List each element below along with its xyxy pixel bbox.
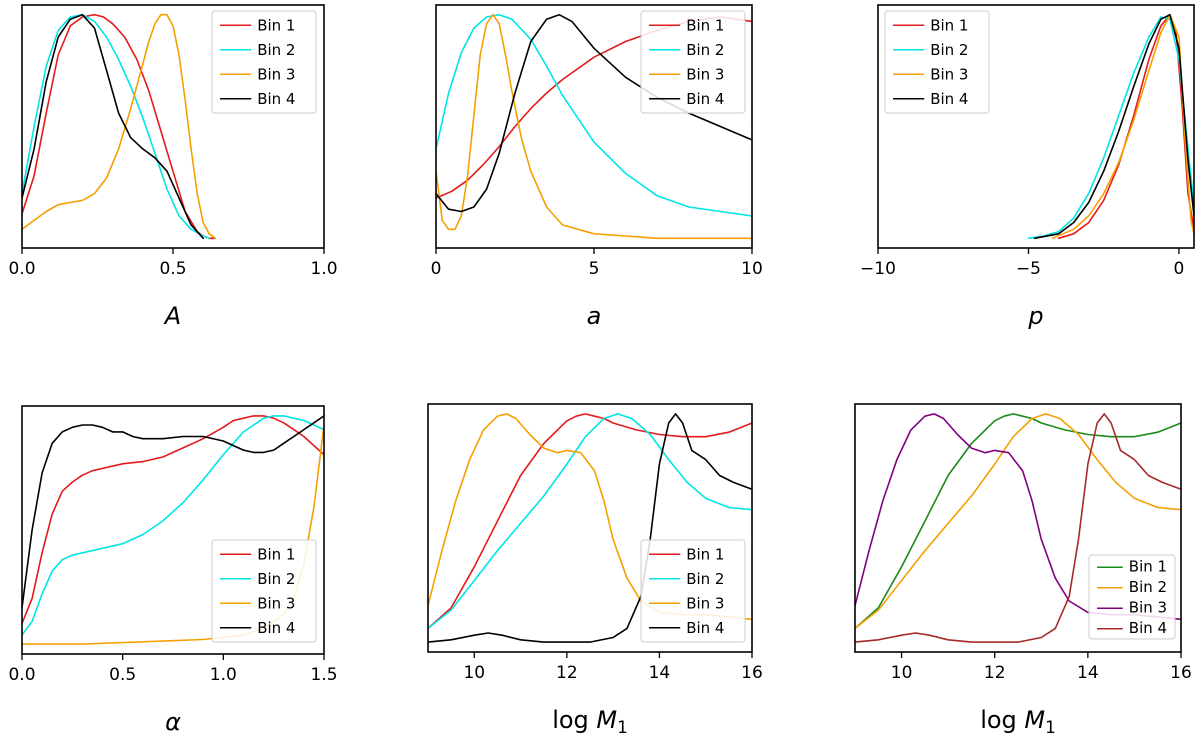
x-tick-label: 1.5	[310, 665, 337, 685]
legend-box	[884, 10, 990, 114]
chart-panel-A: 0.0 0.5 1.0 A Bin 1 Bin 2 Bin 3 Bin 4	[8, 4, 338, 330]
x-tick-label: 14	[1077, 663, 1099, 683]
legend-box	[640, 539, 746, 643]
series-line-bin-4	[22, 415, 324, 609]
x-tick-label: 14	[649, 663, 671, 683]
axes-frame	[21, 405, 325, 655]
legend-label: Bin 4	[930, 90, 968, 108]
series-group	[1027, 13, 1194, 240]
axes-frame	[427, 403, 753, 653]
legend-label: Bin 4	[686, 619, 724, 637]
legend-label: Bin 4	[257, 90, 295, 108]
x-tick-label: 12	[556, 663, 578, 683]
legend-label: Bin 3	[257, 595, 295, 613]
legend-box	[1088, 554, 1176, 640]
legend-label: Bin 1	[257, 17, 295, 35]
legend-label: Bin 3	[930, 66, 968, 84]
axes-frame	[854, 403, 1182, 653]
series-line-bin-4	[428, 413, 752, 643]
series-line-bin-2	[428, 413, 752, 630]
legend-label: Bin 2	[257, 570, 295, 588]
x-tick-label: 0.0	[8, 259, 35, 279]
legend-label: Bin 3	[257, 66, 295, 84]
series-group	[22, 13, 217, 240]
x-tick-label: −10	[860, 259, 896, 279]
chart-panel-a: 0 5 10 a Bin 1 Bin 2 Bin 3 Bin 4	[431, 4, 763, 330]
legend-label: Bin 1	[257, 546, 295, 564]
chart-panel-alpha: 0.0 0.5 1.0 1.5 α Bin 1 Bin 2 Bin 3 Bin 4	[8, 405, 338, 736]
legend-box	[211, 539, 317, 643]
legend-label: Bin 4	[686, 90, 724, 108]
x-axis-label: p	[1027, 302, 1043, 330]
x-tick-label: 0.5	[159, 259, 186, 279]
legend-label: Bin 2	[257, 41, 295, 59]
legend: Bin 1 Bin 2 Bin 3 Bin 4	[1088, 554, 1176, 640]
legend-label: Bin 3	[686, 595, 724, 613]
x-axis-label: a	[587, 302, 602, 330]
series-line-bin-1	[22, 415, 324, 625]
x-tick-label: 0	[431, 259, 442, 279]
x-axis-label: log M1	[552, 706, 628, 737]
x-axis-label: log M1	[980, 706, 1056, 737]
chart-panel-p: −10 −5 0 p Bin 1 Bin 2 Bin 3 Bin 4	[860, 4, 1195, 330]
series-line-bin-1	[22, 13, 217, 240]
x-axis-label: α	[165, 708, 181, 736]
x-tick-label: 10	[463, 663, 485, 683]
series-line-bin-3	[436, 13, 752, 240]
series-line-bin-2	[855, 413, 1181, 630]
x-tick-label: 10	[891, 663, 913, 683]
series-line-bin-3	[1051, 13, 1194, 240]
legend-label: Bin 1	[686, 546, 724, 564]
legend-label: Bin 1	[1129, 558, 1167, 576]
legend: Bin 1 Bin 2 Bin 3 Bin 4	[211, 10, 317, 114]
legend-label: Bin 3	[686, 66, 724, 84]
x-tick-label: 5	[589, 259, 600, 279]
legend-label: Bin 4	[1129, 619, 1167, 637]
legend-label: Bin 3	[1129, 599, 1167, 617]
x-tick-label: 0.5	[109, 665, 136, 685]
chart-panel-logM1_a: 10 12 14 16 log M1 Bin 1 Bin 2 Bin 3 Bin 4	[427, 403, 763, 737]
series-line-bin-3	[22, 13, 217, 240]
legend: Bin 1 Bin 2 Bin 3 Bin 4	[640, 539, 746, 643]
legend: Bin 1 Bin 2 Bin 3 Bin 4	[211, 539, 317, 643]
x-tick-label: 10	[741, 259, 763, 279]
series-line-bin-2	[1027, 16, 1194, 240]
legend-label: Bin 2	[686, 570, 724, 588]
x-tick-label: −5	[1016, 259, 1041, 279]
series-line-bin-2	[22, 13, 210, 240]
series-line-bin-4	[855, 413, 1181, 643]
legend-label: Bin 2	[930, 41, 968, 59]
x-axis-label: A	[163, 302, 181, 330]
legend: Bin 1 Bin 2 Bin 3 Bin 4	[884, 10, 990, 114]
legend-box	[211, 10, 317, 114]
series-line-bin-2	[22, 415, 324, 636]
legend-label: Bin 2	[686, 41, 724, 59]
series-line-bin-4	[22, 13, 204, 240]
series-line-bin-4	[1033, 13, 1194, 240]
x-tick-label: 12	[984, 663, 1006, 683]
x-tick-label: 1.0	[210, 665, 237, 685]
x-tick-label: 16	[741, 663, 763, 683]
x-tick-label: 0	[1174, 259, 1185, 279]
legend-label: Bin 1	[930, 17, 968, 35]
axes-frame	[877, 4, 1195, 249]
legend-label: Bin 1	[686, 17, 724, 35]
chart-panel-logM1_b: 10 12 14 16 log M1 Bin 1 Bin 2 Bin 3 Bin 4	[854, 403, 1192, 737]
legend: Bin 1 Bin 2 Bin 3 Bin 4	[640, 10, 746, 114]
series-line-bin-2	[436, 13, 752, 217]
legend-box	[640, 10, 746, 114]
series-line-bin-1	[1057, 13, 1194, 240]
x-tick-label: 0.0	[8, 665, 35, 685]
x-tick-label: 16	[1170, 663, 1192, 683]
legend-label: Bin 2	[1129, 578, 1167, 596]
legend-label: Bin 4	[257, 619, 295, 637]
x-tick-label: 1.0	[310, 259, 337, 279]
